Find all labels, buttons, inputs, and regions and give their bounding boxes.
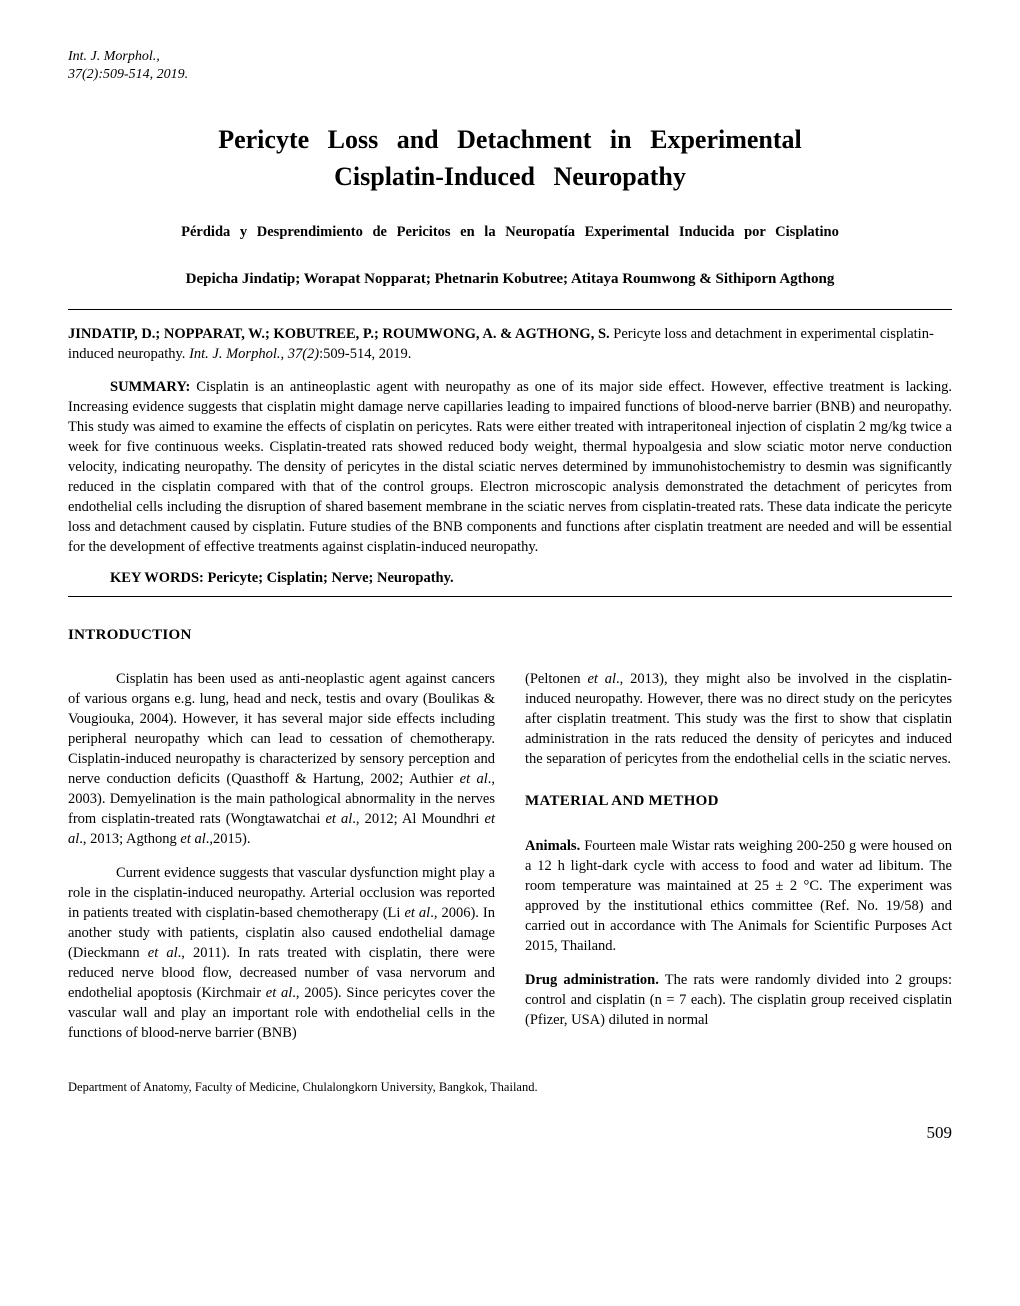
et-al: et al (404, 905, 430, 921)
summary-block: SUMMARY: Cisplatin is an antineoplastic … (68, 377, 952, 557)
horizontal-rule-top (68, 309, 952, 310)
section-heading-introduction: INTRODUCTION (68, 625, 952, 645)
article-title: Pericyte Loss and Detachment in Experime… (68, 122, 952, 195)
run-in-heading-animals: Animals. (525, 838, 580, 854)
right-column: (Peltonen et al., 2013), they might also… (525, 669, 952, 1057)
summary-label: SUMMARY: (110, 379, 190, 395)
et-al: et al (325, 811, 352, 827)
summary-text: Cisplatin is an antineoplastic agent wit… (68, 379, 952, 555)
journal-name: Int. J. Morphol., (68, 48, 952, 66)
citation-authors: JINDATIP, D.; NOPPARAT, W.; KOBUTREE, P.… (68, 326, 610, 342)
horizontal-rule-bottom (68, 596, 952, 597)
section-heading-material: MATERIAL AND METHOD (525, 791, 952, 811)
text: ., 2012; Al Moundhri (352, 811, 484, 827)
citation-block: JINDATIP, D.; NOPPARAT, W.; KOBUTREE, P.… (68, 324, 952, 365)
run-in-heading-drug: Drug administration. (525, 972, 659, 988)
title-line-1: Pericyte Loss and Detachment in Experime… (218, 125, 802, 154)
citation-journal: Int. J. Morphol., 37(2) (189, 346, 319, 362)
two-column-body: Cisplatin has been used as anti-neoplast… (68, 669, 952, 1057)
article-subtitle: Pérdida y Desprendimiento de Pericitos e… (68, 223, 952, 243)
text: (Peltonen (525, 671, 587, 687)
title-line-2: Cisplatin-Induced Neuropathy (334, 162, 686, 191)
intro-para-3: (Peltonen et al., 2013), they might also… (525, 669, 952, 769)
et-al: et al (460, 771, 488, 787)
journal-issue: 37(2):509-514, 2019. (68, 66, 952, 84)
page-number: 509 (68, 1122, 952, 1145)
drug-admin-para: Drug administration. The rats were rando… (525, 970, 952, 1030)
author-list: Depicha Jindatip; Worapat Nopparat; Phet… (68, 269, 952, 289)
text: Cisplatin has been used as anti-neoplast… (68, 671, 495, 787)
animals-para: Animals. Fourteen male Wistar rats weigh… (525, 836, 952, 956)
text: ., 2013; Agthong (79, 831, 180, 847)
affiliation: Department of Anatomy, Faculty of Medici… (68, 1079, 952, 1096)
intro-para-1: Cisplatin has been used as anti-neoplast… (68, 669, 495, 849)
keywords: KEY WORDS: Pericyte; Cisplatin; Nerve; N… (68, 569, 952, 589)
citation-tail: :509-514, 2019. (319, 346, 411, 362)
left-column: Cisplatin has been used as anti-neoplast… (68, 669, 495, 1057)
et-al: et al (148, 945, 178, 961)
intro-para-2: Current evidence suggests that vascular … (68, 863, 495, 1043)
journal-header: Int. J. Morphol., 37(2):509-514, 2019. (68, 48, 952, 84)
text: .,2015). (206, 831, 251, 847)
et-al: et al (180, 831, 205, 847)
et-al: et al (266, 985, 292, 1001)
et-al: et al (587, 671, 616, 687)
text: Fourteen male Wistar rats weighing 200-2… (525, 838, 952, 954)
